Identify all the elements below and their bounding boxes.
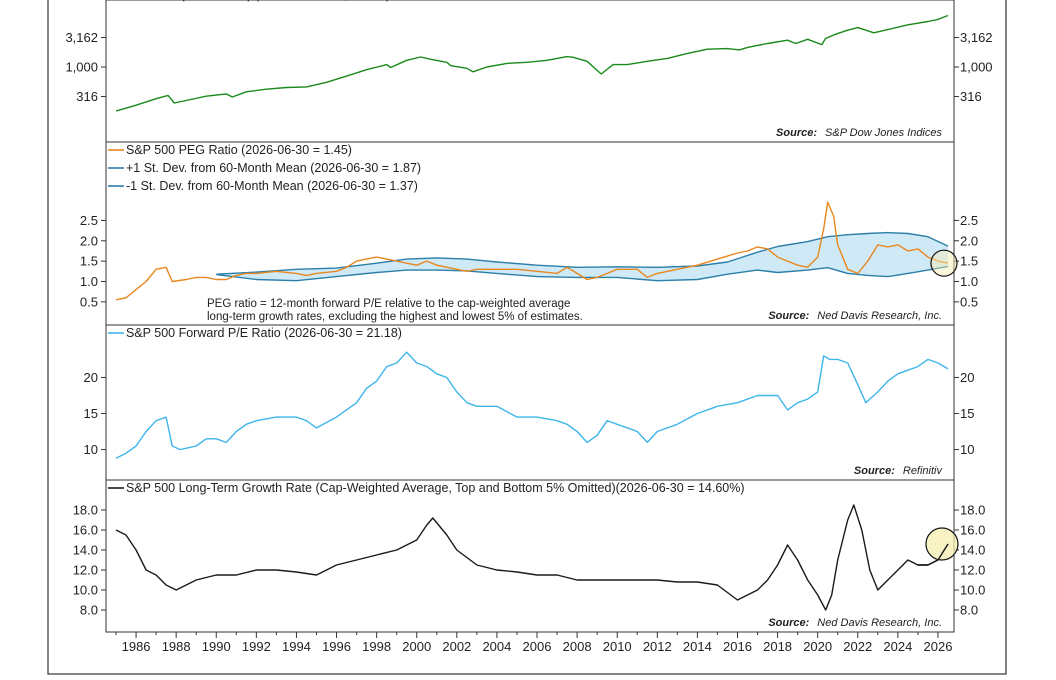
x-axis: 1986 1988 1990 1992 1994 1996 1998 2000 2002 2004… [115, 632, 953, 654]
ytick-label-right: 1.0 [960, 274, 978, 289]
series-line-peg-0 [115, 201, 949, 301]
ytick-label-left: 18.0 [73, 503, 98, 518]
ytick-label-left: 3,162 [65, 30, 98, 45]
ytick-label-right: 2.0 [960, 233, 978, 248]
source-label: Source: [854, 465, 895, 477]
xtick-label: 2012 [643, 639, 672, 654]
series-line-peg-2 [216, 265, 949, 282]
ytick-label-right: 0.5 [960, 294, 978, 309]
ytick-label-left: 1.0 [80, 274, 98, 289]
ytick-label-right: 3,162 [960, 30, 993, 45]
ytick-label-left: 2.0 [80, 233, 98, 248]
xtick-label: 2024 [883, 639, 912, 654]
source-value: Refinitiv [903, 465, 944, 477]
xtick-label: 2020 [803, 639, 832, 654]
legend-spx-partial: S&P 500 (Scaled Left) (2026-06-30 = 7,47… [128, 0, 390, 2]
ytick-label-left: 15 [84, 406, 98, 421]
legend-label: S&P 500 PEG Ratio (2026-06-30 = 1.45) [126, 143, 352, 157]
xtick-label: 2022 [843, 639, 872, 654]
ytick-label-right: 10 [960, 442, 974, 457]
xtick-label: 1986 [122, 639, 151, 654]
xtick-label: 2006 [523, 639, 552, 654]
xtick-label: 2008 [563, 639, 592, 654]
legend-label: S&P 500 Forward P/E Ratio (2026-06-30 = … [126, 326, 402, 340]
legend-label: S&P 500 Long-Term Growth Rate (Cap-Weigh… [126, 481, 745, 495]
series-line-growth-end [917, 543, 949, 566]
ytick-label-right: 12.0 [960, 563, 985, 578]
ytick-label-left: 1,000 [65, 60, 98, 75]
ytick-label-right: 316 [960, 89, 982, 104]
xtick-label: 2014 [683, 639, 712, 654]
xtick-label: 2016 [723, 639, 752, 654]
panel-growth: 18.0 18.0 16.0 16.0 14.0 14.0 12.0 12.0 10.0 10.0… [73, 479, 985, 633]
source-value: S&P Dow Jones Indices [825, 127, 942, 139]
ytick-label-left: 10 [84, 442, 98, 457]
ytick-label-left: 8.0 [80, 603, 98, 618]
xtick-label: 2004 [482, 639, 511, 654]
xtick-label: 2010 [603, 639, 632, 654]
ytick-label-left: 0.5 [80, 294, 98, 309]
source-label: Source: [768, 310, 809, 322]
source-value: Ned Davis Research, Inc. [817, 617, 942, 629]
outer-frame [47, 0, 1007, 675]
xtick-label: 1988 [162, 639, 191, 654]
ytick-label-right: 15 [960, 406, 974, 421]
panel-note: PEG ratio = 12-month forward P/E relativ… [207, 298, 570, 310]
panel-frame-growth [105, 479, 955, 633]
ytick-label-right: 14.0 [960, 543, 985, 558]
ytick-label-right: 1,000 [960, 60, 993, 75]
ytick-label-left: 10.0 [73, 583, 98, 598]
legend-label: -1 St. Dev. from 60-Month Mean (2026-06-… [126, 179, 418, 193]
legend-label: +1 St. Dev. from 60-Month Mean (2026-06-… [126, 161, 421, 175]
std-dev-band [216, 232, 949, 281]
source-value: Ned Davis Research, Inc. [817, 310, 942, 322]
xtick-label: 1996 [322, 639, 351, 654]
ytick-label-right: 1.5 [960, 254, 978, 269]
panel-frame-spx [105, 0, 955, 143]
series-line-pe-0 [115, 351, 949, 459]
ytick-label-left: 12.0 [73, 563, 98, 578]
xtick-label: 2018 [763, 639, 792, 654]
ytick-label-right: 18.0 [960, 503, 985, 518]
series-line-peg-1 [216, 231, 949, 275]
xtick-label: 2002 [442, 639, 471, 654]
ytick-label-right: 16.0 [960, 523, 985, 538]
ytick-label-left: 20 [84, 370, 98, 385]
xtick-label: 2026 [924, 639, 953, 654]
ytick-label-right: 10.0 [960, 583, 985, 598]
source-label: Source: [768, 617, 809, 629]
highlight-circle-peg [930, 249, 958, 277]
ytick-label-right: 20 [960, 370, 974, 385]
ytick-label-left: 316 [76, 89, 98, 104]
ytick-label-left: 16.0 [73, 523, 98, 538]
highlight-circle-growth [925, 527, 959, 561]
xtick-label: 1994 [282, 639, 311, 654]
ytick-label-left: 2.5 [80, 213, 98, 228]
panel-frame-pe [105, 324, 955, 481]
panel-peg: 2.5 2.5 2.0 2.0 1.5 1.5 1.0 1.0 0.5 0.5 S&P 500 PE… [80, 141, 978, 326]
ytick-label-right: 2.5 [960, 213, 978, 228]
xtick-label: 2000 [402, 639, 431, 654]
series-line-growth-0 [115, 504, 949, 611]
xtick-label: 1998 [362, 639, 391, 654]
ytick-label-left: 1.5 [80, 254, 98, 269]
xtick-label: 1992 [242, 639, 271, 654]
panel-spx: 3,162 3,162 1,000 1,000 316 316 S&P 500 (Scale… [65, 0, 993, 143]
series-line-spx-0 [115, 14, 949, 112]
xtick-label: 1990 [202, 639, 231, 654]
panel-pe: 20 20 15 15 10 10 S&P 500 Forward P/E Ratio (2… [84, 324, 974, 481]
source-label: Source: [776, 127, 817, 139]
ytick-label-left: 14.0 [73, 543, 98, 558]
ytick-label-right: 8.0 [960, 603, 978, 618]
panel-note: long-term growth rates, excluding the hi… [207, 311, 583, 323]
